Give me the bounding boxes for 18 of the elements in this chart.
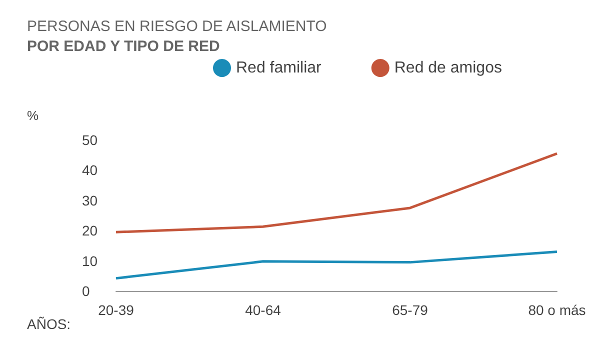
legend-label: Red de amigos bbox=[394, 60, 502, 76]
y-axis-title: % bbox=[27, 108, 39, 123]
y-tick-label: 10 bbox=[82, 252, 98, 269]
x-tick-label: 40-64 bbox=[245, 302, 282, 318]
y-tick-label: 0 bbox=[82, 283, 90, 299]
line-series bbox=[114, 250, 558, 280]
x-tick-label: 80 o más bbox=[528, 302, 586, 318]
chart-subtitle: POR EDAD Y TIPO DE RED bbox=[27, 38, 220, 55]
y-tick-label: 40 bbox=[82, 162, 98, 178]
chart-title: PERSONAS EN RIESGO DE AISLAMIENTO bbox=[27, 18, 327, 35]
y-tick-label: 30 bbox=[82, 192, 98, 208]
x-axis-title: AÑOS: bbox=[27, 316, 71, 332]
legend-label: Red familiar bbox=[236, 60, 322, 76]
x-tick-label: 20-39 bbox=[98, 302, 134, 318]
y-tick-label: 20 bbox=[82, 222, 98, 239]
line-series bbox=[114, 152, 558, 234]
x-tick-label: 65-79 bbox=[392, 302, 428, 318]
y-tick-label: 50 bbox=[82, 132, 98, 148]
